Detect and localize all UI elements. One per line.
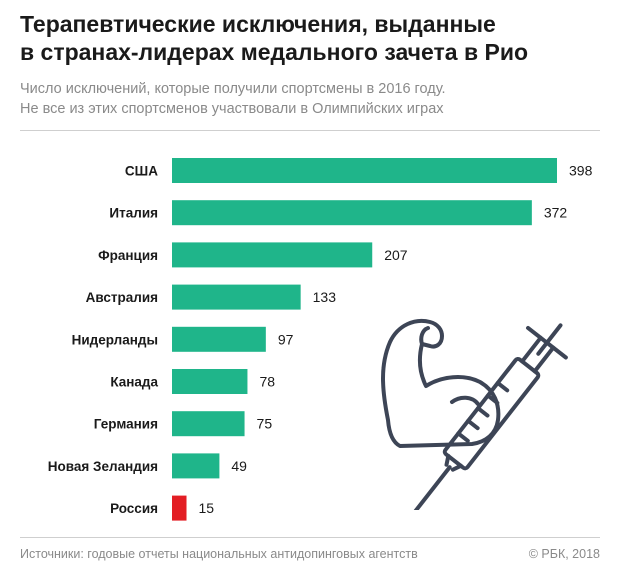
value-label: 398 bbox=[569, 163, 593, 179]
category-label: Канада bbox=[110, 375, 158, 390]
bar bbox=[172, 495, 187, 521]
top-divider bbox=[20, 130, 600, 131]
category-label: Австралия bbox=[86, 290, 158, 305]
bar bbox=[172, 369, 248, 394]
flexed-arm-with-syringe-icon bbox=[381, 319, 568, 510]
category-label: Нидерланды bbox=[72, 332, 158, 347]
value-label: 75 bbox=[257, 416, 273, 432]
footer-copyright: © РБК, 2018 bbox=[528, 547, 600, 561]
category-label: Германия bbox=[94, 417, 158, 432]
subtitle-line-2: Не все из этих спортсменов участвовали в… bbox=[20, 101, 444, 117]
bar bbox=[172, 242, 373, 268]
chart-title: Терапевтические исключения, выданные в с… bbox=[20, 10, 610, 66]
value-label: 15 bbox=[199, 500, 215, 516]
bar bbox=[172, 411, 245, 437]
subtitle-line-1: Число исключений, которые получили спорт… bbox=[20, 81, 446, 97]
title-line-1: Терапевтические исключения, выданные bbox=[20, 11, 496, 37]
footer: Источники: годовые отчеты национальных а… bbox=[20, 547, 600, 561]
bar bbox=[172, 200, 532, 226]
category-label: Россия bbox=[110, 501, 158, 516]
chart-subtitle: Число исключений, которые получили спорт… bbox=[20, 79, 610, 119]
bar-chart: США 398 Италия 372 Франция 207 Австралия 133 Нид… bbox=[48, 158, 593, 521]
category-label: США bbox=[125, 164, 158, 179]
title-line-2: в странах-лидерах медального зачета в Ри… bbox=[20, 39, 529, 65]
value-label: 97 bbox=[278, 331, 294, 347]
value-label: 133 bbox=[313, 289, 337, 305]
bar bbox=[172, 326, 266, 352]
category-label: Новая Зеландия bbox=[48, 459, 158, 474]
value-label: 78 bbox=[259, 374, 275, 390]
value-label: 372 bbox=[544, 205, 568, 221]
bottom-divider bbox=[20, 537, 600, 538]
footer-source: Источники: годовые отчеты национальных а… bbox=[20, 547, 418, 561]
category-label: Италия bbox=[109, 206, 158, 221]
bar bbox=[172, 453, 220, 479]
value-label: 49 bbox=[231, 458, 247, 474]
value-label: 207 bbox=[384, 247, 408, 263]
bar bbox=[172, 158, 557, 183]
bar bbox=[172, 284, 301, 310]
category-label: Франция bbox=[98, 248, 158, 263]
